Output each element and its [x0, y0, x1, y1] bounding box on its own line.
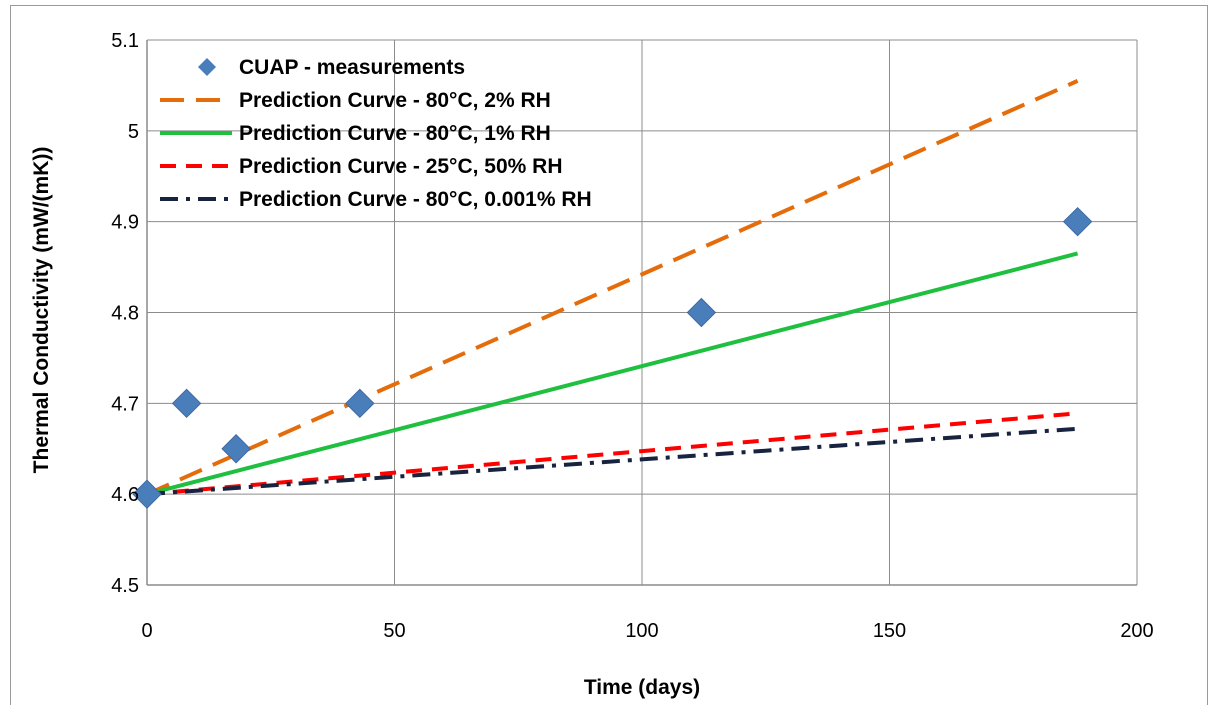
x-tick-label: 200 — [1120, 620, 1153, 642]
legend-marker — [198, 58, 216, 76]
legend-label: Prediction Curve - 25°C, 50% RH — [239, 155, 563, 178]
y-tick-label: 4.7 — [111, 393, 139, 415]
y-tick-label: 5 — [128, 121, 139, 143]
y-tick-label: 4.8 — [111, 303, 139, 325]
legend-item: Prediction Curve - 80°C, 1% RH — [160, 122, 551, 145]
series-line-3 — [146, 411, 1078, 497]
legend-label: Prediction Curve - 80°C, 0.001% RH — [239, 188, 592, 211]
x-axis-title: Time (days) — [584, 676, 700, 699]
measurement-point — [221, 434, 251, 464]
x-tick-label: 50 — [383, 620, 405, 642]
measurement-point — [1062, 206, 1093, 237]
x-tick-label: 100 — [625, 620, 658, 642]
y-tick-label: 4.6 — [111, 484, 139, 506]
legend: CUAP - measurements Prediction Curve - 80… — [160, 56, 592, 211]
legend-item: Prediction Curve - 80°C, 2% RH — [160, 89, 551, 112]
legend-item: CUAP - measurements — [198, 56, 465, 79]
legend-label: CUAP - measurements — [239, 56, 465, 79]
legend-label: Prediction Curve - 80°C, 1% RH — [239, 122, 551, 145]
legend-item: Prediction Curve - 80°C, 0.001% RH — [160, 188, 592, 211]
y-tick-label: 4.5 — [111, 575, 139, 597]
y-tick-label: 5.1 — [111, 30, 139, 52]
x-tick-label: 0 — [141, 620, 152, 642]
measurement-point — [686, 297, 717, 328]
measurement-point — [345, 388, 375, 419]
series-line-1 — [146, 79, 1079, 496]
measurement-point — [171, 388, 202, 419]
measurement-point — [132, 479, 162, 509]
series-points — [132, 206, 1093, 509]
series-line-2 — [146, 251, 1079, 497]
legend-label: Prediction Curve - 80°C, 2% RH — [239, 89, 551, 112]
y-tick-label: 4.9 — [111, 212, 139, 234]
series-line-4 — [146, 426, 1078, 497]
x-tick-label: 150 — [873, 620, 906, 642]
legend-item: Prediction Curve - 25°C, 50% RH — [160, 155, 563, 178]
chart-frame — [10, 5, 1208, 705]
y-axis-title: Thermal Conductivity (mW/(mK)) — [30, 147, 53, 474]
series-lines — [146, 79, 1079, 497]
tick-labels: 4.5 4.6 4.7 4.8 4.9 5 5.1 0 50 100 150 200 — [111, 30, 1154, 642]
